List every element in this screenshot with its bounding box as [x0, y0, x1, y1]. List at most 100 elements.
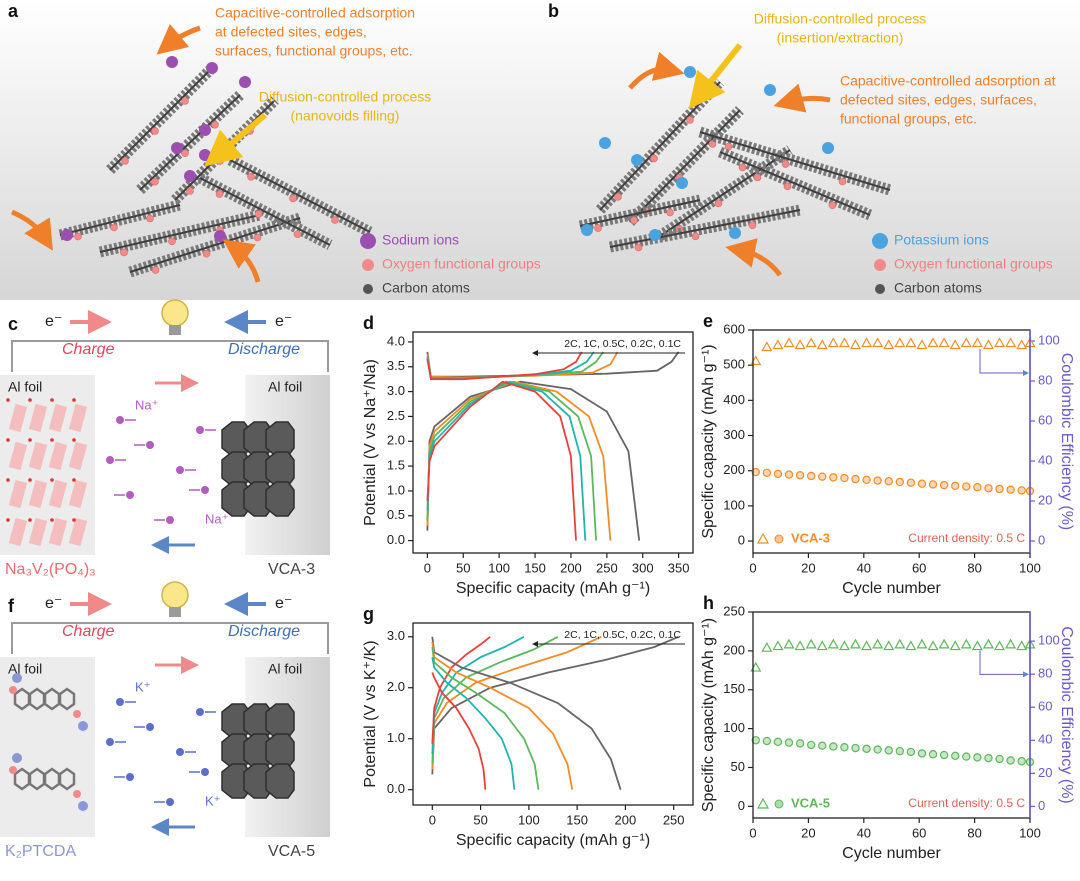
- legend-swatch: [362, 259, 374, 271]
- x-tick-label: 100: [488, 560, 510, 575]
- x-tick-label: 350: [668, 560, 690, 575]
- legend-circle: [774, 534, 784, 544]
- oxygen-atom: [253, 233, 262, 242]
- capacity-point: [862, 475, 871, 485]
- capacity-point: [962, 752, 971, 761]
- capacity-point: [806, 740, 816, 750]
- oxygen-atom: [783, 182, 792, 191]
- panel-letter: c: [8, 314, 18, 334]
- ce-point: [805, 337, 817, 348]
- carbon-cell: [265, 733, 295, 769]
- capacity-point: [928, 750, 938, 759]
- ce-point: [949, 640, 961, 651]
- capacity-point: [795, 739, 805, 748]
- oxygen-atom: [630, 216, 638, 225]
- x-tick-label: 200: [560, 560, 582, 575]
- capacity-point: [862, 744, 871, 754]
- ce-point: [971, 640, 983, 651]
- x-tick-label: 100: [518, 812, 540, 827]
- capacity-point: [995, 754, 1004, 764]
- carbon-sheet-edge: [109, 69, 211, 171]
- panel-letter: f: [8, 596, 15, 616]
- ce-point: [927, 337, 939, 348]
- y-tick-label: 3.0: [387, 383, 405, 398]
- legend-triangle: [756, 797, 770, 809]
- charge-label: Charge: [62, 341, 115, 358]
- legend-label: Potassium ions: [894, 232, 989, 248]
- ce-point: [971, 337, 983, 348]
- oxygen-atom: [110, 223, 118, 232]
- legend-swatch: [874, 259, 886, 271]
- ion: [12, 673, 22, 683]
- y-tick-label: 200: [723, 462, 745, 477]
- ion: [684, 66, 696, 78]
- legend-swatch: [360, 233, 376, 249]
- legend-circle: [774, 799, 784, 809]
- y2-tick-label: 0: [1038, 532, 1045, 547]
- capacity-point: [773, 469, 783, 479]
- plot-frame: [752, 329, 1031, 554]
- electron-label: e⁻: [45, 313, 62, 330]
- x-tick-label: 200: [615, 812, 637, 827]
- condition-note: Current density: 0.5 C: [908, 531, 1025, 545]
- condition-note: Current density: 0.5 C: [908, 796, 1025, 810]
- y-tick-label: 50: [731, 759, 745, 774]
- atom: [28, 438, 32, 442]
- capacity-point: [840, 473, 849, 483]
- atom: [6, 478, 10, 482]
- curve: [426, 380, 587, 541]
- capacity-point: [751, 736, 760, 745]
- legend-swatch: [875, 284, 885, 294]
- capacity-point: [928, 480, 938, 489]
- carbon-sheet-edge: [659, 149, 791, 237]
- oxygen-atom: [691, 232, 700, 241]
- y-tick-label: 200: [723, 642, 745, 657]
- ce-point: [949, 339, 961, 350]
- oxygen-atom: [151, 266, 160, 274]
- discharge-label: Discharge: [228, 623, 300, 640]
- capacity-point: [984, 484, 993, 493]
- atom: [72, 438, 76, 442]
- polyhedron: [8, 479, 28, 509]
- oxygen-atom: [181, 97, 189, 105]
- capacity-point: [895, 746, 905, 756]
- capacity-point: [751, 467, 760, 477]
- panel-letter: a: [8, 1, 19, 21]
- rate-annotation: 2C, 1C, 0.5C, 0.2C, 0.1C: [564, 338, 681, 350]
- ion: [166, 56, 178, 68]
- axis-pointer: [979, 349, 1029, 376]
- ce-point: [994, 337, 1006, 348]
- axis-pointer: [979, 650, 1029, 678]
- ion: [166, 798, 174, 806]
- capacity-point: [962, 482, 971, 491]
- polyhedron: [48, 479, 68, 509]
- ion: [214, 230, 226, 242]
- ion: [61, 229, 73, 241]
- oxygen-atom: [650, 154, 658, 163]
- y-axis-label: Specific capacity (mAh g⁻¹): [700, 618, 717, 812]
- atom: [50, 398, 54, 402]
- curve: [431, 641, 574, 790]
- yellow-arrow: [688, 43, 743, 110]
- oxygen-atom: [121, 157, 129, 165]
- ion: [201, 768, 209, 776]
- capacity-point: [851, 474, 860, 484]
- ce-point: [794, 339, 806, 350]
- ring: [58, 767, 76, 791]
- legend-label: VCA-3: [791, 530, 830, 545]
- curve: [431, 636, 622, 790]
- capacity-point: [762, 736, 772, 746]
- capacity-point: [939, 750, 949, 760]
- capacity-point: [939, 480, 949, 490]
- ce-point: [905, 337, 917, 348]
- ce-point: [883, 640, 895, 651]
- ion: [676, 177, 688, 189]
- atom: [72, 478, 76, 482]
- y-tick-label: 250: [723, 603, 745, 618]
- capacity-point: [795, 471, 805, 480]
- carbon-sheet-edge: [59, 204, 181, 236]
- carbon-cell: [265, 421, 295, 457]
- oxygen-atom: [9, 686, 17, 694]
- structure-panel_a: a Capacitive-controlled adsorption at defe…: [8, 1, 541, 296]
